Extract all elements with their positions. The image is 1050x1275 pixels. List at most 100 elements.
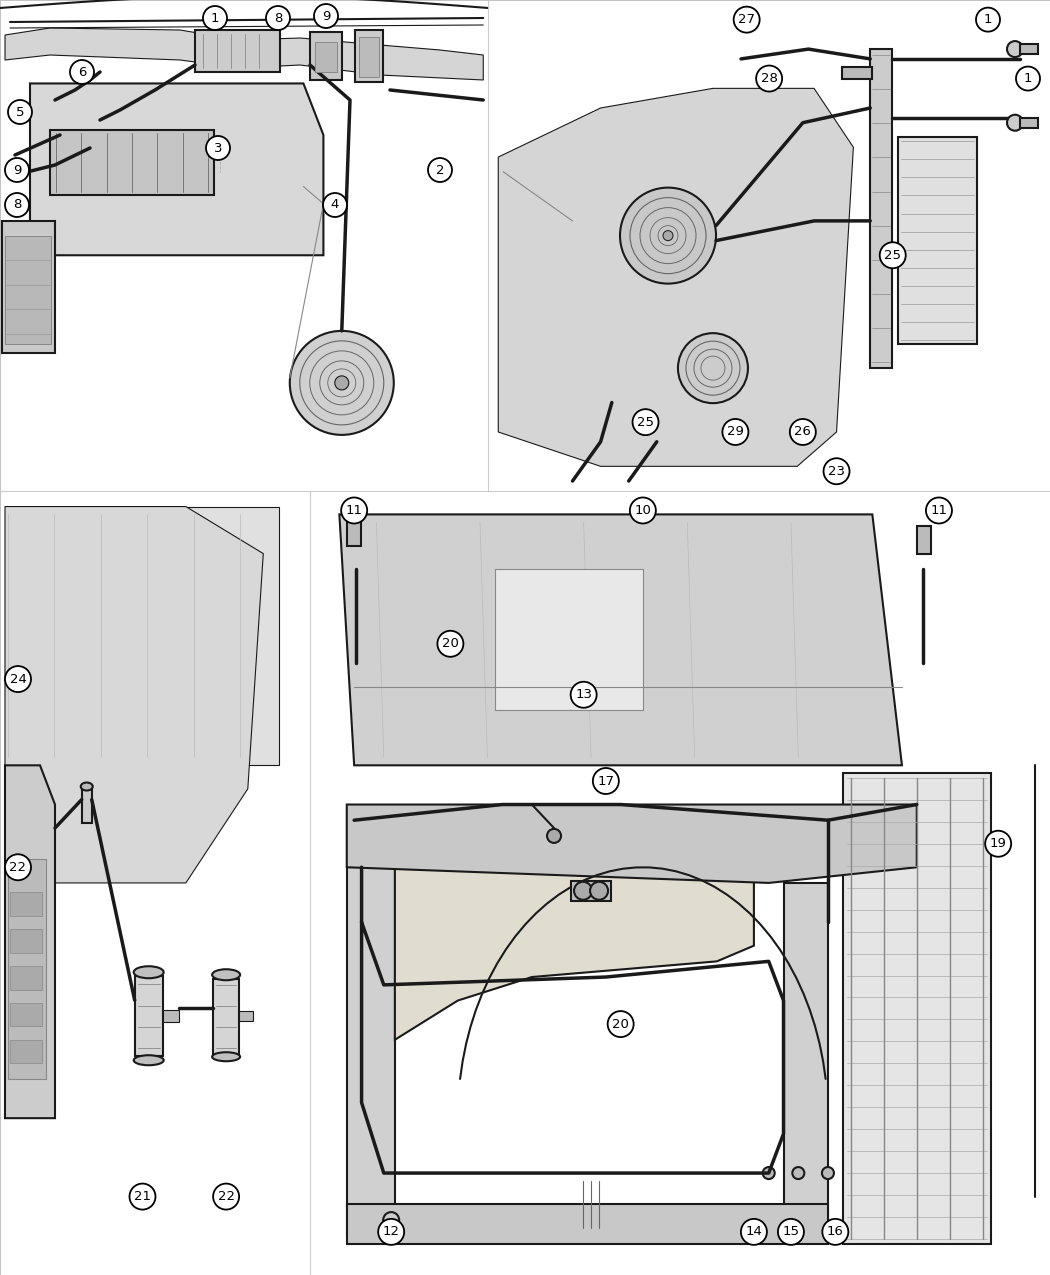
Text: 11: 11 (345, 504, 362, 516)
Circle shape (8, 99, 32, 124)
Circle shape (762, 1167, 775, 1179)
Circle shape (5, 193, 29, 217)
Circle shape (570, 682, 596, 708)
Text: 29: 29 (727, 426, 743, 439)
Circle shape (5, 158, 29, 182)
Bar (917, 525, 930, 553)
Text: 14: 14 (746, 1225, 762, 1238)
Circle shape (663, 231, 673, 241)
Circle shape (678, 333, 748, 403)
Text: 25: 25 (637, 416, 654, 428)
Text: 8: 8 (274, 11, 282, 24)
Circle shape (438, 631, 463, 657)
Bar (10, 1040, 42, 1063)
Bar (310, 491, 1050, 1275)
Polygon shape (783, 882, 827, 1235)
Circle shape (314, 4, 338, 28)
Circle shape (620, 187, 716, 283)
Circle shape (547, 829, 561, 843)
Text: 3: 3 (214, 142, 223, 154)
Text: 16: 16 (827, 1225, 844, 1238)
Circle shape (630, 497, 656, 524)
Circle shape (341, 497, 367, 524)
Bar (10, 929, 42, 952)
Circle shape (822, 1219, 848, 1244)
Text: 2: 2 (436, 163, 444, 176)
Bar (1020, 117, 1038, 128)
Polygon shape (395, 867, 754, 1040)
Circle shape (203, 6, 227, 31)
Bar (899, 138, 976, 343)
Polygon shape (30, 83, 323, 255)
Polygon shape (5, 28, 483, 80)
Text: 22: 22 (217, 1190, 234, 1204)
Text: 1: 1 (211, 11, 219, 24)
Bar (346, 518, 361, 546)
Text: 24: 24 (9, 673, 26, 686)
Text: 17: 17 (597, 774, 614, 788)
Circle shape (756, 65, 782, 92)
Circle shape (722, 419, 749, 445)
Bar (355, 31, 383, 82)
Text: 15: 15 (782, 1225, 799, 1238)
Bar (310, 32, 342, 80)
Ellipse shape (133, 1056, 164, 1065)
Bar (10, 892, 42, 915)
Ellipse shape (212, 1052, 240, 1061)
Circle shape (266, 6, 290, 31)
Text: 8: 8 (13, 199, 21, 212)
Circle shape (383, 1213, 399, 1228)
Bar (488, 0, 1050, 491)
Text: 12: 12 (382, 1225, 400, 1238)
Polygon shape (5, 506, 279, 765)
Polygon shape (346, 867, 395, 1235)
Bar (213, 979, 239, 1053)
Text: 26: 26 (795, 426, 812, 439)
Text: 25: 25 (884, 249, 901, 261)
Polygon shape (2, 221, 55, 353)
Text: 20: 20 (612, 1017, 629, 1030)
Text: 10: 10 (634, 504, 651, 516)
Text: 1: 1 (984, 13, 992, 26)
Circle shape (1016, 66, 1040, 91)
Bar (10, 1003, 42, 1026)
Bar (0, 0, 488, 491)
Bar (50, 130, 214, 195)
Bar (571, 881, 611, 900)
Circle shape (5, 666, 31, 692)
Circle shape (608, 1011, 633, 1037)
Circle shape (335, 376, 349, 390)
Text: 13: 13 (575, 688, 592, 701)
Bar (359, 37, 379, 76)
Text: 27: 27 (738, 13, 755, 26)
Bar (315, 42, 337, 71)
Circle shape (880, 242, 906, 268)
Circle shape (632, 409, 658, 435)
Circle shape (778, 1219, 804, 1244)
Text: 21: 21 (134, 1190, 151, 1204)
Text: 28: 28 (760, 73, 778, 85)
Polygon shape (346, 1205, 827, 1243)
Text: 9: 9 (321, 9, 330, 23)
Polygon shape (5, 765, 55, 1118)
Polygon shape (339, 514, 902, 765)
Circle shape (793, 1167, 804, 1179)
Circle shape (985, 831, 1011, 857)
Circle shape (323, 193, 346, 217)
Circle shape (129, 1183, 155, 1210)
Circle shape (1007, 41, 1023, 57)
Text: 23: 23 (828, 465, 845, 478)
Text: 6: 6 (78, 65, 86, 79)
Bar (1020, 45, 1038, 54)
Circle shape (790, 419, 816, 445)
Circle shape (70, 60, 94, 84)
Bar (843, 773, 991, 1243)
Circle shape (822, 1167, 834, 1179)
Bar (195, 31, 280, 71)
Circle shape (926, 497, 952, 524)
Text: 22: 22 (9, 861, 26, 873)
Bar (5, 236, 51, 343)
Ellipse shape (133, 966, 164, 978)
Circle shape (741, 1219, 766, 1244)
Circle shape (823, 458, 849, 484)
